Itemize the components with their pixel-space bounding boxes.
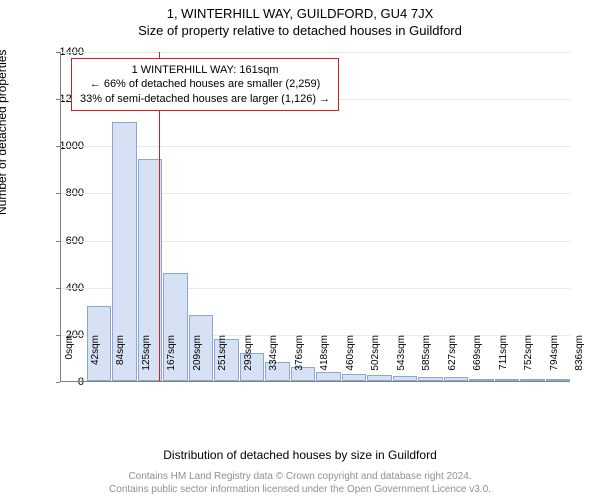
x-tick-label: 167sqm [166,335,177,385]
x-tick-label: 209sqm [192,335,203,385]
x-tick-label: 42sqm [90,335,101,385]
x-tick-label: 293sqm [243,335,254,385]
y-axis-label: Number of detached properties [0,50,9,215]
x-tick-label: 711sqm [498,335,509,385]
x-tick-label: 585sqm [421,335,432,385]
x-tick-label: 84sqm [115,335,126,385]
x-tick-label: 752sqm [523,335,534,385]
x-tick-label: 502sqm [370,335,381,385]
chart-container: 1, WINTERHILL WAY, GUILDFORD, GU4 7JX Si… [0,0,600,500]
x-tick-label: 0sqm [64,335,75,385]
annotation-line3: 33% of semi-detached houses are larger (… [80,92,330,106]
footer-line1: Contains HM Land Registry data © Crown c… [0,470,600,483]
x-tick-label: 794sqm [549,335,560,385]
x-tick-label: 460sqm [345,335,356,385]
x-tick-label: 376sqm [294,335,305,385]
plot-area: 1 WINTERHILL WAY: 161sqm ← 66% of detach… [60,52,570,382]
x-tick-label: 543sqm [396,335,407,385]
x-tick-label: 836sqm [574,335,585,385]
x-tick-label: 334sqm [268,335,279,385]
x-tick-label: 669sqm [472,335,483,385]
annotation-line2: ← 66% of detached houses are smaller (2,… [80,77,330,91]
x-tick-label: 125sqm [141,335,152,385]
footer-line2: Contains public sector information licen… [0,483,600,496]
chart-subtitle: Size of property relative to detached ho… [0,21,600,38]
footer-attribution: Contains HM Land Registry data © Crown c… [0,470,600,496]
annotation-box: 1 WINTERHILL WAY: 161sqm ← 66% of detach… [71,58,339,111]
x-axis-label: Distribution of detached houses by size … [0,448,600,462]
x-tick-label: 627sqm [447,335,458,385]
x-tick-label: 418sqm [319,335,330,385]
address-title: 1, WINTERHILL WAY, GUILDFORD, GU4 7JX [0,0,600,21]
annotation-line1: 1 WINTERHILL WAY: 161sqm [80,63,330,77]
x-tick-label: 251sqm [217,335,228,385]
